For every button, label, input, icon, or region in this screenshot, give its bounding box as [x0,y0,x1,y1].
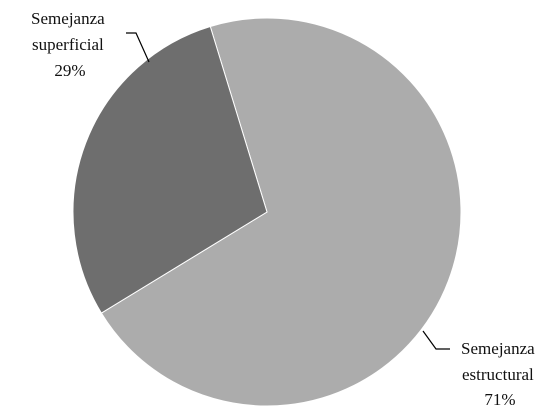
pie-slice-superficial [72,25,268,314]
pie-slices [72,17,462,407]
slice-label-estructural: Semejanza estructural 71% [461,339,539,407]
leader-lines [126,32,450,350]
slice-label-superficial: Semejanza superficial 29% [31,9,109,80]
pie-slice-estructural [100,17,462,407]
slice-label-estructural-line2: estructural [462,365,534,384]
slice-value-estructural: 71% [484,390,515,407]
slice-label-superficial-line1: Semejanza [31,9,105,28]
slice-label-superficial-line2: superficial [32,35,104,54]
leader-line-estructural [422,330,450,350]
slice-value-superficial: 29% [54,61,85,80]
slice-label-estructural-line1: Semejanza [461,339,535,358]
leader-line-superficial [126,32,150,63]
